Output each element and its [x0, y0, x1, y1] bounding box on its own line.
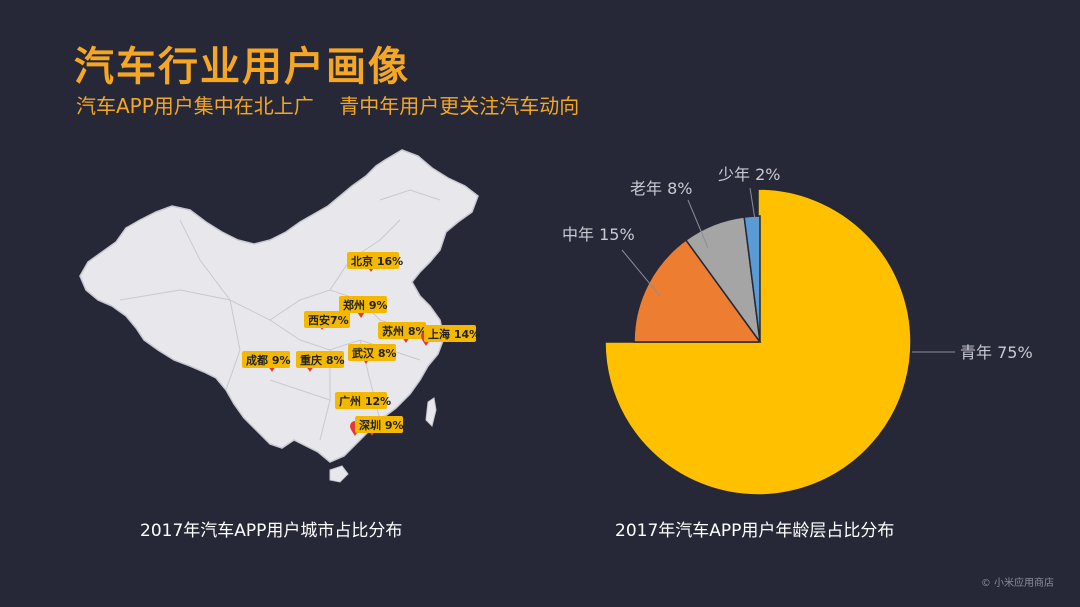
age-pie-chart [604, 188, 912, 496]
city-tag-bg [304, 311, 350, 328]
city-tag-label: 重庆 8% [300, 353, 345, 367]
city-tag-7: 武汉 8% [348, 344, 397, 364]
city-tag-label: 郑州 9% [343, 298, 388, 312]
pie-labels: 青年 75% 中年 15% 老年 8% 少年 2% [562, 165, 1033, 362]
city-tag-bg [242, 351, 290, 368]
pie-label-老年: 老年 8% [630, 179, 692, 198]
city-tag-label: 北京 16% [351, 254, 403, 268]
city-tag-label: 西安7% [308, 313, 349, 327]
city-tag-2: 西安7% [304, 311, 350, 330]
city-tag-1: 郑州 9% [339, 296, 388, 318]
city-tag-label: 成都 9% [246, 353, 291, 367]
city-tag-label: 苏州 8% [382, 324, 427, 338]
city-tag-9: 深圳 9% [355, 416, 404, 436]
city-tag-6: 重庆 8% [296, 351, 345, 372]
city-tag-4: 上海 14% [421, 325, 480, 346]
city-tag-label: 武汉 8% [352, 346, 397, 360]
pie-leader-line [687, 199, 709, 249]
pie-slice-中年 [633, 239, 762, 343]
city-tag-bg [424, 325, 476, 342]
pie-label-少年: 少年 2% [718, 165, 780, 184]
pie-slice-青年 [604, 188, 912, 496]
city-tag-bg [335, 392, 387, 409]
city-tags: 北京 16% 郑州 9%西安7% 苏州 8% 上海 14% 成都 9% 重庆 8% 武汉 8… [242, 252, 480, 436]
taiwan-island [425, 397, 437, 427]
pie-label-中年: 中年 15% [562, 225, 635, 244]
city-tag-3: 苏州 8% [378, 322, 427, 343]
city-tag-5: 成都 9% [242, 351, 291, 372]
pie-label-青年: 青年 75% [960, 343, 1033, 362]
city-tag-bg [347, 252, 399, 269]
city-tag-0: 北京 16% [347, 252, 403, 272]
pie-slice-少年 [743, 215, 761, 343]
city-tag-bg [296, 351, 344, 368]
pie-leader-line [749, 187, 757, 227]
city-tag-label: 深圳 9% [359, 418, 404, 432]
city-tag-bg [378, 322, 426, 339]
china-map [79, 149, 479, 483]
city-tag-8: 广州 12% [335, 392, 391, 436]
china-map-shape [79, 149, 479, 463]
city-tag-label: 上海 14% [428, 327, 480, 341]
page-title: 汽车行业用户画像 [74, 44, 410, 90]
city-tag-bg [348, 344, 396, 361]
watermark: © 小米应用商店 [980, 578, 1054, 589]
map-caption: 2017年汽车APP用户城市占比分布 [140, 521, 403, 541]
pie-caption: 2017年汽车APP用户年龄层占比分布 [615, 521, 895, 541]
page-subtitle: 汽车APP用户集中在北上广 青中年用户更关注汽车动向 [76, 94, 580, 118]
city-tag-bg [355, 416, 403, 433]
pie-leader-line [621, 249, 661, 297]
hainan-island [329, 465, 349, 483]
city-tag-label: 广州 12% [339, 394, 391, 408]
city-tag-bg [339, 296, 387, 313]
